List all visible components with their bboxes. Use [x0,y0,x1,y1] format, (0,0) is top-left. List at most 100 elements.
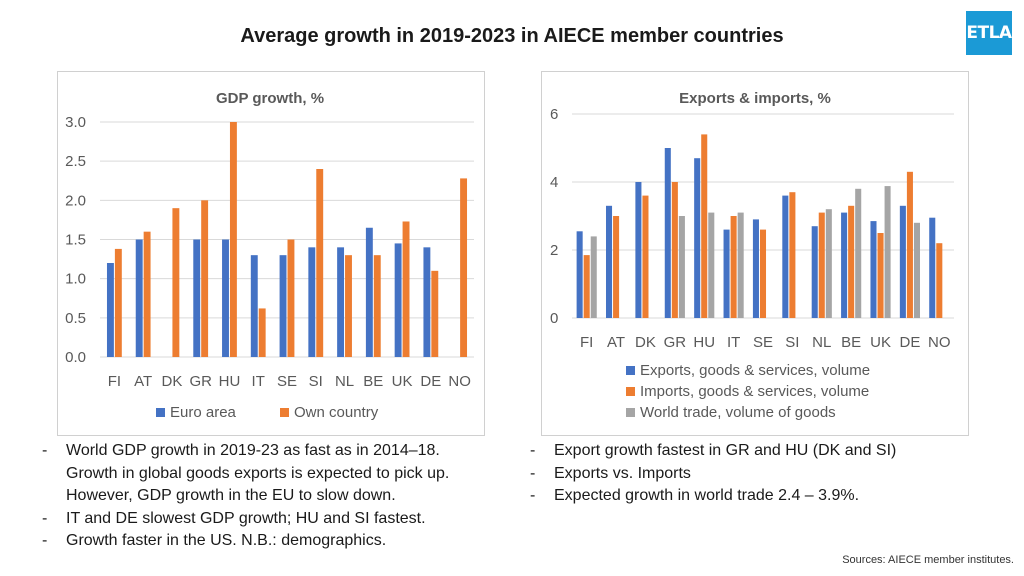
y-tick-label: 4 [550,174,558,191]
bar-imports-goods-services-volume [759,229,767,318]
bar-exports-goods-services-volume [723,229,730,318]
bar-own-country [258,308,266,357]
bar-imports-goods-services-volume [671,182,678,318]
x-tick-label: SI [785,334,799,351]
bar-euro-area [308,247,316,357]
bar-exports-goods-services-volume [811,226,818,318]
legend-label: Own country [294,404,379,421]
x-tick-label: FI [108,373,121,390]
y-tick-label: 2.0 [65,192,86,209]
legend-swatch [626,387,635,396]
x-tick-label: DE [420,373,441,390]
bar-world-trade-volume-of-goods [884,186,891,318]
bar-world-trade-volume-of-goods [825,209,832,318]
x-tick-label: HU [219,373,241,390]
y-tick-label: 0.0 [65,349,86,366]
bar-own-country [201,200,209,357]
legend-swatch [156,408,165,417]
bar-world-trade-volume-of-goods [855,188,862,318]
bar-euro-area [365,227,373,357]
bar-world-trade-volume-of-goods [913,222,921,318]
x-tick-label: GR [189,373,212,390]
exports-imports-chart: Exports & imports, % 0 2 4 6 FI AT DK GR HU IT SE SI… [550,90,954,421]
bullet-list-left: World GDP growth in 2019-23 as fast as i… [42,440,492,553]
x-tick-label: AT [134,373,152,390]
bar-world-trade-volume-of-goods [708,212,715,318]
x-tick-label: DK [635,334,656,351]
y-tick-label: 1.5 [65,232,86,249]
x-tick-label: FI [580,334,593,351]
bar-exports-goods-services-volume [929,217,936,318]
x-tick-label: NL [335,373,354,390]
legend-label: Exports, goods & services, volume [640,362,870,379]
legend-label: World trade, volume of goods [640,404,836,421]
bar-imports-goods-services-volume [613,216,620,318]
bar-own-country [172,208,180,357]
bar-euro-area [222,239,229,357]
bar-euro-area [337,247,345,357]
legend-swatch [626,366,635,375]
bar-own-country [229,122,237,357]
legend-label: Imports, goods & services, volume [640,383,869,400]
etla-logo: ETLA [966,11,1012,55]
bar-exports-goods-services-volume [576,231,583,318]
bullet-item: Export growth fastest in GR and HU (DK a… [530,440,1000,463]
bar-world-trade-volume-of-goods [737,212,744,318]
gdp-growth-chart: GDP growth, % 0.0 0.5 1.0 1.5 2.0 2.5 3.0 FI AT DK… [65,90,474,421]
bar-own-country [373,255,381,357]
bullet-item: IT and DE slowest GDP growth; HU and SI … [42,508,492,531]
bar-euro-area [250,255,258,357]
bar-world-trade-volume-of-goods [590,236,597,318]
bar-exports-goods-services-volume [782,195,789,318]
bar-imports-goods-services-volume [906,171,913,318]
bar-imports-goods-services-volume [583,255,590,318]
bar-euro-area [193,239,201,357]
legend-label: Euro area [170,404,237,421]
bar-own-country [402,221,410,357]
bar-exports-goods-services-volume [635,182,642,318]
bar-own-country [345,255,352,357]
x-tick-label: DK [162,373,183,390]
bar-own-country [143,231,151,357]
exports-imports-chart-frame: Exports & imports, % 0 2 4 6 FI AT DK GR HU IT SE SI… [541,71,969,436]
x-tick-label: AT [607,334,625,351]
x-tick-label: SI [309,373,323,390]
bar-own-country [460,178,468,357]
chart-title: GDP growth, % [216,90,324,107]
bullet-item: Growth faster in the US. N.B.: demograph… [42,530,492,553]
x-tick-label: BE [363,373,383,390]
y-tick-label: 1.0 [65,271,86,288]
bullet-list-right: Export growth fastest in GR and HU (DK a… [530,440,1000,508]
y-tick-label: 2 [550,242,558,259]
x-tick-label: IT [727,334,740,351]
legend-swatch [626,408,635,417]
x-tick-label: SE [277,373,297,390]
bar-imports-goods-services-volume [877,233,884,318]
bar-imports-goods-services-volume [642,195,649,318]
bar-imports-goods-services-volume [818,212,825,318]
y-tick-label: 6 [550,106,558,123]
slide-title: Average growth in 2019-2023 in AIECE mem… [240,25,784,47]
x-tick-label: GR [664,334,687,351]
x-tick-label: IT [252,373,265,390]
bar-exports-goods-services-volume [694,158,701,318]
bar-own-country [431,270,439,357]
x-tick-label: NO [928,334,951,351]
gdp-growth-chart-frame: GDP growth, % 0.0 0.5 1.0 1.5 2.0 2.5 3.0 FI AT DK… [57,71,485,436]
x-tick-label: SE [753,334,773,351]
bar-exports-goods-services-volume [841,212,848,318]
bar-euro-area [106,263,114,357]
bullet-item: World GDP growth in 2019-23 as fast as i… [42,440,492,508]
bar-imports-goods-services-volume [730,216,737,318]
bar-euro-area [279,255,287,357]
x-tick-label: DE [900,334,921,351]
bar-exports-goods-services-volume [605,205,613,318]
x-tick-label: NO [448,373,471,390]
sources-note: Sources: AIECE member institutes. [842,554,1014,566]
y-tick-label: 2.5 [65,153,86,170]
y-tick-label: 0.5 [65,310,86,327]
x-tick-label: UK [870,334,891,351]
bar-imports-goods-services-volume [936,243,943,318]
bar-own-country [287,239,295,357]
bullet-item: Expected growth in world trade 2.4 – 3.9… [530,485,1000,508]
